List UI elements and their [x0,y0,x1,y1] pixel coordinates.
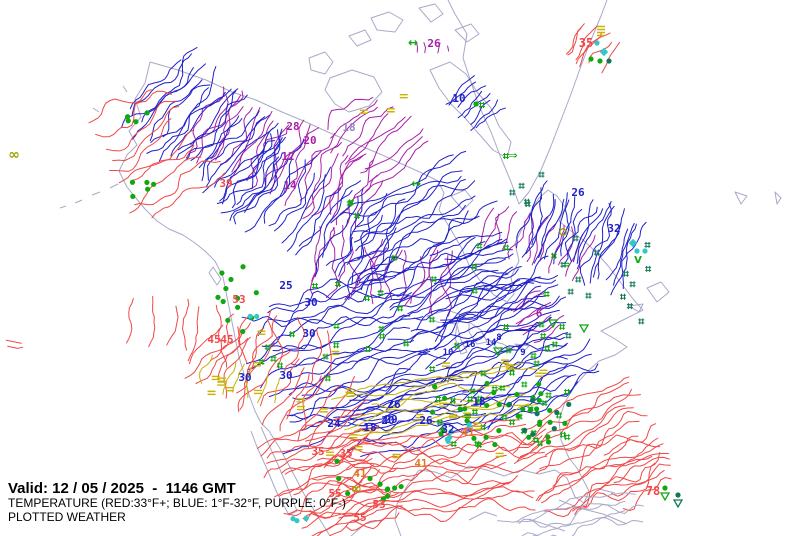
svg-text:53: 53 [372,498,385,511]
svg-text:30: 30 [304,296,317,309]
svg-text:24: 24 [327,417,341,430]
contour-zone-coastline [497,492,644,536]
coastline-baja [250,426,298,516]
svg-text:9: 9 [520,348,525,358]
svg-text:14: 14 [486,338,497,348]
contour-zone-blue [515,180,647,296]
svg-text:26: 26 [427,37,441,50]
svg-text:6: 6 [536,307,543,320]
svg-text:41: 41 [414,457,428,470]
coastline-east-islands [628,191,782,313]
svg-text:14: 14 [283,179,297,192]
contour-labels: 28 20 12 14 26 6 18 10 26 32 25 30 30 30 30 24 20 26 29 18 2… [207,36,660,524]
contour-zone-red [603,439,672,512]
contour-zone-red [565,23,620,74]
svg-text:35: 35 [339,447,352,460]
svg-text:30: 30 [302,327,315,340]
svg-text:29: 29 [384,413,397,426]
svg-text:∞: ∞ [8,147,20,163]
svg-text:32: 32 [441,423,454,436]
svg-text:↔: ↔ [411,177,421,191]
svg-text:55: 55 [353,511,366,524]
svg-text:12: 12 [281,150,294,163]
coastline-aleutians [59,85,222,286]
coastline [59,0,782,536]
svg-text:∞: ∞ [350,481,362,497]
svg-text:55: 55 [328,487,341,500]
svg-text:⇒: ⇒ [508,149,517,162]
contour-zone-blue [241,256,457,455]
svg-text:20: 20 [303,134,316,147]
svg-text:8: 8 [496,333,501,343]
svg-text:18: 18 [472,395,485,408]
contour-zone-blue [428,231,522,300]
svg-text:V: V [634,255,642,266]
contour-zone-red [125,295,332,385]
svg-text:20: 20 [381,414,394,427]
svg-text:10: 10 [443,348,454,358]
svg-text:18: 18 [342,121,355,134]
isotherm-contours [5,23,672,536]
svg-text:39: 39 [219,177,232,190]
coastline-mainland [149,61,644,536]
svg-text:⇒: ⇒ [561,258,570,271]
contour-zone-blue [445,75,506,131]
contour-zone-red [512,376,665,518]
svg-text:26: 26 [419,414,433,427]
svg-text:↔: ↔ [408,36,418,50]
contour-zone-red [305,419,548,531]
contour-zone-red [88,89,225,219]
svg-text:41: 41 [353,467,367,480]
temperature-legend: TEMPERATURE (RED:33°F+; BLUE: 1°F-32°F, … [8,496,347,510]
svg-text:28: 28 [286,120,299,133]
svg-text:30: 30 [279,369,292,382]
svg-text:26: 26 [387,398,401,411]
contour-zone-blue [222,129,406,301]
svg-text:41: 41 [461,426,475,439]
valid-timestamp: Valid: 12 / 05 / 2025 - 1146 GMT [8,480,236,497]
contour-zone-purple [416,41,450,54]
coastline-westcoast [118,61,331,536]
station-symbols: ∞ ∞ ↔ ↔ ⇒ ⇒ V [8,25,684,524]
contour-zone-blue [330,150,542,355]
contour-zone-purple [327,96,429,192]
svg-text:18: 18 [363,421,376,434]
svg-text:26: 26 [571,186,585,199]
svg-text:45: 45 [207,333,220,346]
contour-zone-red [5,339,24,349]
svg-text:16: 16 [465,340,476,350]
svg-text:45: 45 [220,333,233,346]
svg-text:35: 35 [311,445,324,458]
svg-text:35: 35 [579,36,593,50]
coastline-greenland [447,0,608,205]
svg-text:10: 10 [452,92,465,105]
svg-text:53: 53 [232,293,245,306]
plotted-weather-label: PLOTTED WEATHER [8,510,126,524]
svg-text:25: 25 [279,279,292,292]
contour-zone-blue [121,47,289,222]
coastline-arctic-islands [308,3,512,211]
coastline-caribbean [350,488,628,536]
svg-text:78: 78 [646,484,660,498]
svg-text:30: 30 [238,371,251,384]
svg-text:32: 32 [607,222,620,235]
map-footer: Valid: 12 / 05 / 2025 - 1146 GMT TEMPERA… [8,481,346,524]
